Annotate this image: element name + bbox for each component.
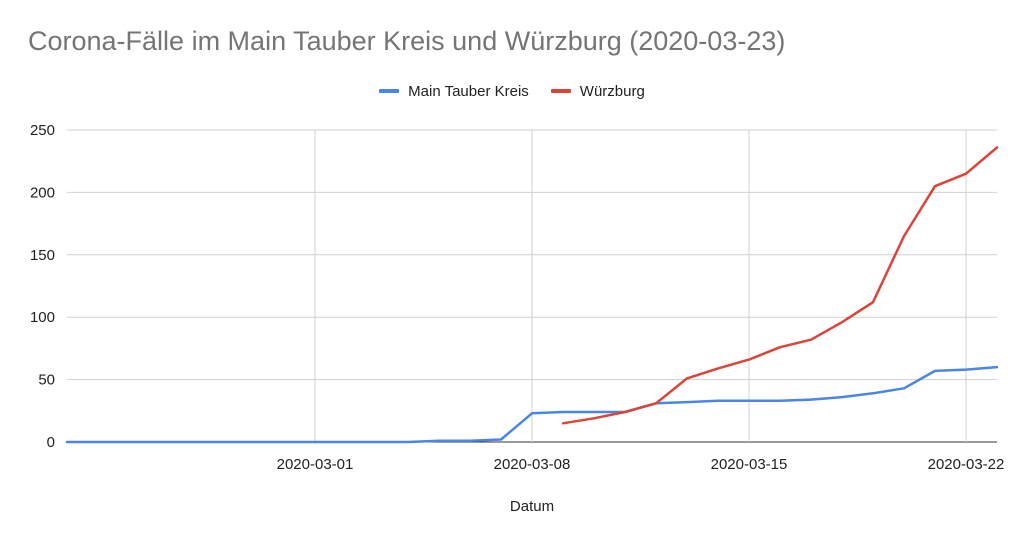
x-tick-label: 2020-03-08: [494, 456, 571, 473]
legend-swatch-main-tauber-kreis: [379, 89, 400, 93]
chart-title: Corona-Fälle im Main Tauber Kreis und Wü…: [28, 26, 786, 56]
legend-label-wuerzburg: Würzburg: [579, 82, 645, 100]
y-tick-label: 100: [30, 309, 55, 326]
x-tick-label: 2020-03-01: [277, 456, 354, 473]
x-tick-label: 2020-03-22: [928, 456, 1005, 473]
series-line-wuerzburg: [561, 146, 999, 425]
legend-item-wuerzburg[interactable]: Würzburg: [550, 82, 645, 100]
y-tick-label: 250: [30, 122, 55, 139]
y-tick-label: 200: [30, 184, 55, 201]
series-line-main-tauber-kreis: [65, 365, 999, 444]
x-tick-label: 2020-03-15: [711, 456, 788, 473]
y-tick-label: 50: [38, 372, 55, 389]
legend-label-main-tauber-kreis: Main Tauber Kreis: [408, 82, 529, 100]
legend-swatch-wuerzburg: [550, 89, 571, 93]
legend-item-main-tauber-kreis[interactable]: Main Tauber Kreis: [379, 83, 529, 100]
y-tick-label: 150: [30, 247, 55, 264]
chart-legend: Main Tauber Kreis Würzburg: [0, 80, 1024, 102]
y-tick-label: 0: [47, 434, 55, 451]
x-axis-title: Datum: [509, 498, 555, 515]
